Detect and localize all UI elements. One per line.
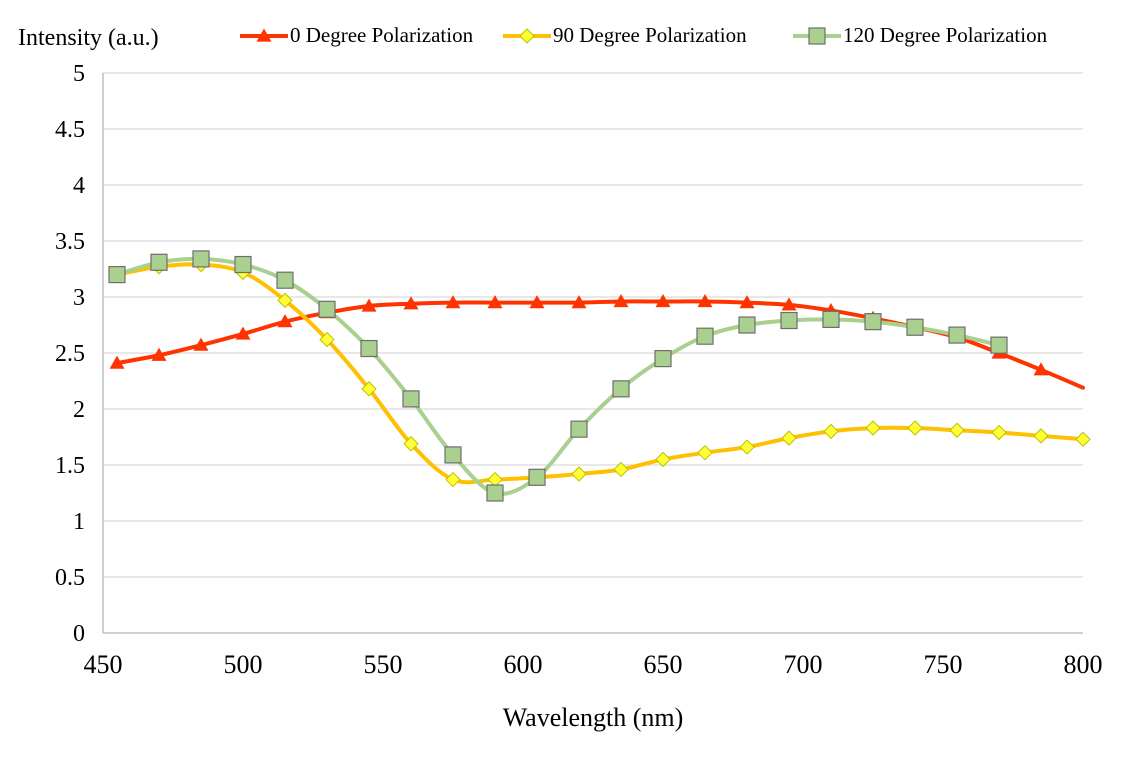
x-tick-label: 750	[924, 650, 963, 679]
data-point	[822, 310, 840, 328]
series-line-0	[115, 299, 1085, 390]
data-point	[1033, 428, 1049, 444]
data-point	[697, 293, 713, 308]
data-point	[193, 337, 209, 351]
y-tick-label: 1.5	[55, 453, 85, 479]
markers-group	[108, 250, 1091, 502]
data-point	[781, 297, 797, 311]
x-tick-label: 450	[84, 650, 123, 679]
data-point	[655, 451, 671, 468]
data-point	[445, 295, 461, 309]
data-point	[403, 436, 419, 452]
data-point	[655, 293, 671, 308]
series-markers-2	[108, 250, 1008, 502]
data-point	[948, 326, 966, 344]
data-point	[108, 266, 126, 284]
data-point	[402, 390, 420, 408]
data-point	[403, 296, 419, 310]
legend-item: 0 Degree Polarization	[240, 23, 474, 47]
series-markers-1	[109, 256, 1091, 488]
data-point	[571, 295, 587, 309]
series-line-2	[115, 256, 1001, 496]
data-point	[361, 298, 377, 312]
data-point	[907, 420, 923, 436]
x-tick-label: 800	[1064, 650, 1103, 679]
x-tick-label: 550	[364, 650, 403, 679]
data-point	[613, 293, 629, 308]
data-point	[738, 316, 756, 334]
data-point	[780, 311, 798, 330]
data-point	[487, 295, 503, 309]
data-point	[613, 461, 629, 478]
data-point	[823, 423, 839, 440]
data-point	[276, 271, 294, 289]
data-point	[444, 446, 462, 464]
data-point	[360, 339, 378, 358]
data-point	[571, 466, 587, 482]
y-axis-title: Intensity (a.u.)	[18, 25, 159, 51]
y-tick-label: 2	[73, 397, 85, 423]
data-point	[864, 313, 882, 331]
data-point	[486, 484, 504, 502]
legend-marker	[808, 27, 826, 45]
legend-marker	[519, 28, 535, 44]
legend-label: 120 Degree Polarization	[843, 23, 1048, 47]
axes	[102, 73, 1083, 634]
gridlines	[103, 72, 1083, 578]
data-point	[528, 468, 546, 486]
data-point	[445, 471, 461, 488]
legend: 0 Degree Polarization 90 Degree Polarizat…	[240, 23, 1048, 47]
data-point	[612, 380, 630, 398]
data-point	[781, 430, 797, 446]
x-tick-label: 650	[644, 650, 683, 679]
y-tick-label: 2.5	[55, 341, 85, 367]
data-point	[277, 314, 293, 328]
data-point	[529, 295, 545, 309]
data-point	[235, 326, 251, 340]
data-point	[991, 424, 1007, 441]
data-point	[654, 350, 672, 368]
y-tick-label: 5	[73, 61, 85, 87]
data-point	[318, 300, 336, 318]
legend-label: 90 Degree Polarization	[553, 23, 747, 47]
y-tick-label: 3	[73, 285, 85, 311]
legend-label: 0 Degree Polarization	[290, 23, 474, 47]
data-point	[234, 255, 252, 274]
data-point	[277, 292, 293, 309]
data-point	[361, 381, 377, 397]
data-point	[109, 355, 125, 369]
data-point	[1075, 431, 1091, 447]
y-tick-label: 0	[73, 621, 85, 647]
data-point	[696, 327, 714, 345]
data-point	[865, 420, 881, 436]
legend-item: 90 Degree Polarization	[503, 23, 747, 47]
data-point	[949, 422, 965, 438]
y-tick-label: 0.5	[55, 565, 85, 591]
data-point	[570, 420, 588, 438]
y-tick-label: 3.5	[55, 229, 85, 255]
series-group	[115, 256, 1085, 496]
data-point	[150, 253, 168, 271]
data-point	[697, 444, 713, 461]
x-tick-label: 600	[504, 650, 543, 679]
legend-item: 120 Degree Polarization	[793, 23, 1048, 47]
data-point	[319, 331, 335, 348]
y-tick-label: 4	[73, 173, 85, 199]
legend-marker	[256, 28, 272, 42]
data-point	[990, 336, 1008, 354]
data-point	[739, 295, 755, 309]
x-tick-label: 500	[224, 650, 263, 679]
data-point	[151, 347, 167, 361]
data-point	[1033, 362, 1049, 376]
data-point	[906, 318, 924, 336]
y-tick-label: 4.5	[55, 117, 85, 143]
y-tick-label: 1	[73, 509, 85, 535]
x-tick-label: 700	[784, 650, 823, 679]
data-point	[192, 250, 210, 268]
x-axis-title: Wavelength (nm)	[503, 703, 684, 732]
data-point	[739, 439, 755, 455]
tick-labels: 0 0.5 1 1.5 2 2.5 3 3.5 4 4.5 5 450 500 550 600 650 700 7…	[55, 61, 1103, 679]
